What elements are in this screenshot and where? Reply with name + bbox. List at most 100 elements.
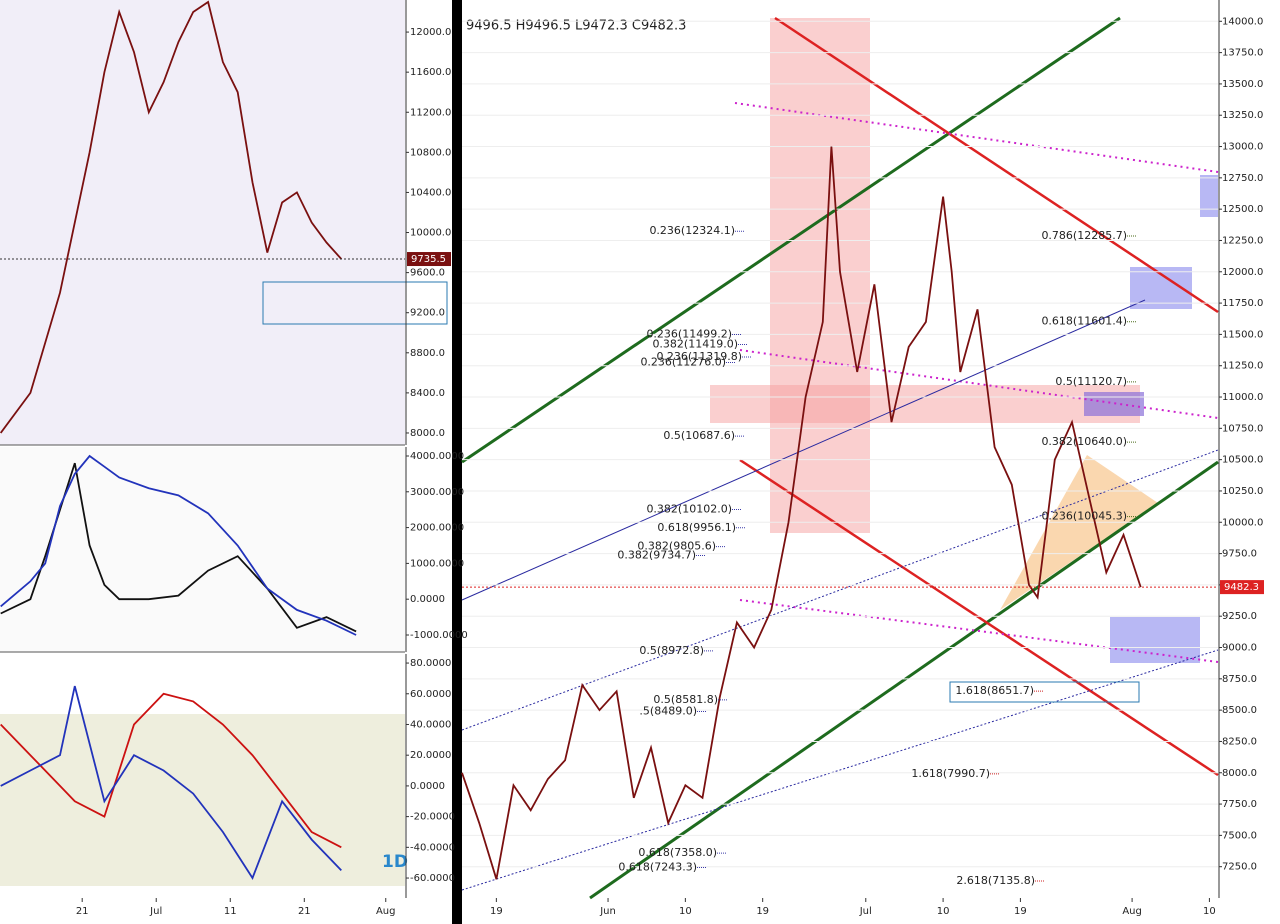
y-tick-label: 9000.0 bbox=[1222, 643, 1257, 654]
x-tick-label: Aug bbox=[376, 906, 396, 917]
y-tick-label: 4000.0000 bbox=[410, 451, 464, 462]
y-tick-label: 10500.0 bbox=[1222, 455, 1263, 466]
y-tick-label: 10800.0 bbox=[410, 147, 451, 158]
fib-label: 0.382(11419.0) bbox=[652, 338, 738, 351]
price-line bbox=[0, 454, 357, 636]
fib-label: 0.382(9734.7) bbox=[617, 548, 696, 561]
y-tick-label: 11500.0 bbox=[1222, 329, 1263, 340]
fib-label: 0.618(7243.3) bbox=[618, 861, 697, 874]
price-line bbox=[461, 146, 1142, 880]
y-tick-label: 0.0000 bbox=[410, 781, 445, 792]
x-tick-label: Jul bbox=[149, 906, 162, 917]
y-tick-label: 13000.0 bbox=[1222, 142, 1263, 153]
trend-line bbox=[461, 649, 1219, 891]
fib-label: 0.5(10687.6) bbox=[663, 429, 735, 442]
x-tick-label: 19 bbox=[756, 906, 769, 917]
x-tick-label: 19 bbox=[1014, 906, 1027, 917]
y-tick-label: 2000.0000 bbox=[410, 523, 464, 534]
y-tick-label: 8000.0 bbox=[1222, 768, 1257, 779]
fib-label: 1.618(8651.7) bbox=[955, 684, 1034, 697]
y-tick-label: 20.0000 bbox=[410, 750, 451, 761]
fib-label: .5(8489.0) bbox=[639, 705, 697, 718]
fib-label: 2.618(7135.8) bbox=[956, 874, 1035, 887]
x-tick-label: 10 bbox=[679, 906, 692, 917]
y-tick-label: -40.0000 bbox=[410, 842, 455, 853]
annotation-box bbox=[949, 681, 1140, 703]
x-tick-label: 11 bbox=[224, 906, 237, 917]
target-box bbox=[1200, 175, 1218, 217]
last-price-tag bbox=[407, 252, 451, 267]
y-tick-label: 10750.0 bbox=[1222, 423, 1263, 434]
trend-line bbox=[739, 349, 1219, 419]
y-tick-label: 13500.0 bbox=[1222, 79, 1263, 90]
fib-label: 1.618(7990.7) bbox=[911, 767, 990, 780]
y-tick-label: 8400.0 bbox=[410, 388, 445, 399]
y-tick-label: 13750.0 bbox=[1222, 48, 1263, 59]
y-tick-label: 12000.0 bbox=[410, 27, 451, 38]
last-price-tag bbox=[1220, 580, 1264, 595]
fib-label: 0.236(10045.3) bbox=[1041, 510, 1127, 523]
price-line bbox=[0, 685, 342, 880]
y-tick-label: -60.0000 bbox=[410, 873, 455, 884]
timeframe-label: 1D bbox=[382, 852, 408, 872]
y-tick-label: 11000.0 bbox=[1222, 392, 1263, 403]
target-box bbox=[1084, 392, 1144, 416]
fib-label: 0.618(9956.1) bbox=[657, 521, 736, 534]
x-tick-label: 19 bbox=[490, 906, 503, 917]
last-price-label: 9735.5 bbox=[411, 254, 446, 265]
y-tick-label: -1000.0000 bbox=[410, 630, 468, 641]
x-tick-label: Jun bbox=[599, 906, 616, 917]
fib-label: 0.382(10102.0) bbox=[646, 502, 732, 515]
last-price-label: 9482.3 bbox=[1224, 582, 1259, 593]
y-tick-label: 12750.0 bbox=[1222, 173, 1263, 184]
price-line bbox=[0, 0, 342, 434]
y-tick-label: 60.0000 bbox=[410, 689, 451, 700]
fib-label: 0.618(11601.4) bbox=[1041, 315, 1127, 328]
y-tick-label: 8500.0 bbox=[1222, 705, 1257, 716]
channel-line bbox=[739, 458, 1219, 777]
y-tick-label: 13250.0 bbox=[1222, 110, 1263, 121]
y-tick-label: 12500.0 bbox=[1222, 204, 1263, 215]
y-tick-label: 9750.0 bbox=[1222, 549, 1257, 560]
fib-label: 0.5(11120.7) bbox=[1055, 375, 1127, 388]
x-tick-label: Aug bbox=[1122, 906, 1142, 917]
y-tick-label: 9250.0 bbox=[1222, 611, 1257, 622]
x-tick-label: 21 bbox=[298, 906, 311, 917]
fib-label: 0.5(8581.8) bbox=[653, 693, 718, 706]
highlight-zone bbox=[710, 385, 1140, 423]
x-tick-label: 21 bbox=[76, 906, 89, 917]
fib-label: 0.236(11276.0) bbox=[640, 355, 726, 368]
trend-line bbox=[461, 299, 1146, 601]
y-tick-label: -20.0000 bbox=[410, 812, 455, 823]
y-tick-label: 11200.0 bbox=[410, 107, 451, 118]
y-tick-label: 14000.0 bbox=[1222, 16, 1263, 27]
y-tick-label: 9600.0 bbox=[410, 268, 445, 279]
highlight-zone bbox=[770, 18, 870, 533]
panel-bg bbox=[0, 0, 405, 445]
y-tick-label: 10000.0 bbox=[410, 228, 451, 239]
fib-label: 0.618(7358.0) bbox=[638, 846, 717, 859]
panel-bg bbox=[0, 447, 405, 652]
y-tick-label: 11600.0 bbox=[410, 67, 451, 78]
y-tick-label: 0.0000 bbox=[410, 594, 445, 605]
channel-line bbox=[589, 460, 1219, 900]
y-tick-label: 40.0000 bbox=[410, 719, 451, 730]
fib-label: 0.786(12285.7) bbox=[1041, 229, 1127, 242]
y-tick-label: 8750.0 bbox=[1222, 674, 1257, 685]
x-tick-label: 10 bbox=[937, 906, 950, 917]
y-tick-label: 11250.0 bbox=[1222, 361, 1263, 372]
y-tick-label: 7250.0 bbox=[1222, 862, 1257, 873]
fib-label: 0.236(12324.1) bbox=[649, 224, 735, 237]
y-tick-label: 8800.0 bbox=[410, 348, 445, 359]
fib-label: 0.382(10640.0) bbox=[1041, 435, 1127, 448]
ohlc-label: 9496.5 H9496.5 L9472.3 C9482.3 bbox=[466, 19, 686, 34]
fib-label: 0.382(9805.6) bbox=[637, 540, 716, 553]
fib-label: 0.236(11319.8) bbox=[656, 350, 742, 363]
channel-line bbox=[774, 16, 1219, 314]
y-tick-label: 7500.0 bbox=[1222, 830, 1257, 841]
price-line bbox=[0, 692, 342, 849]
trend-line bbox=[739, 599, 1219, 663]
y-tick-label: 10400.0 bbox=[410, 187, 451, 198]
